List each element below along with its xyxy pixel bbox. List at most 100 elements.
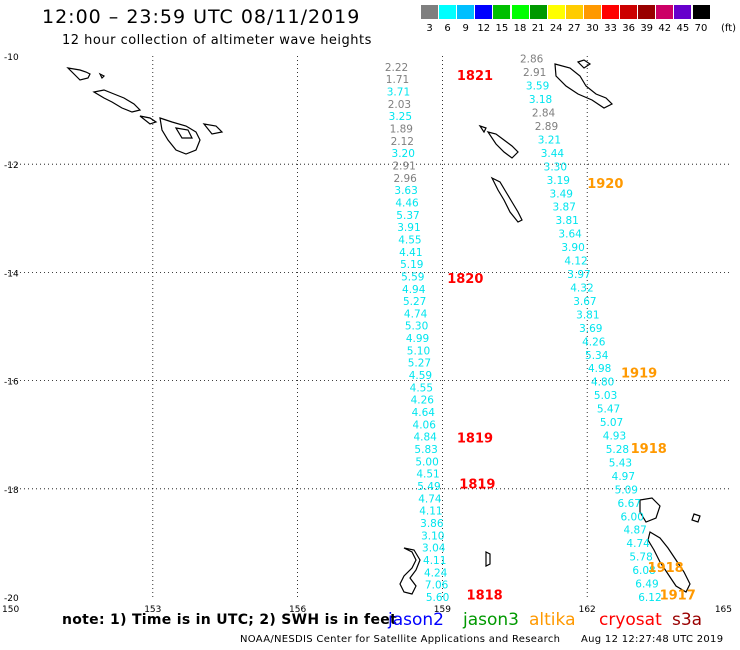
wave-height-label: 3.91 [397,222,420,234]
wave-height-label: 3.18 [529,94,552,106]
wave-height-label: 4.06 [413,419,437,431]
wave-height-label: 4.80 [591,377,614,389]
color-scale-swatch [620,5,638,19]
coast-islet [202,123,224,135]
wave-height-label: 4.74 [418,493,442,505]
color-scale-swatch [511,5,529,19]
wave-height-label: 5.03 [594,390,617,402]
pass-time-label: 1821 [457,69,493,84]
color-scale-label: 70 [694,23,708,34]
wave-height-label: 3.59 [526,81,549,93]
wave-height-label: 7.06 [425,580,449,592]
wave-height-label: 6.49 [635,579,658,591]
wave-height-label: 5.60 [426,592,449,604]
wave-height-label: 5.59 [401,271,424,283]
lon-tick-label: 165 [715,605,732,615]
lat-tick-label: -16 [4,378,19,388]
color-scale-unit: (ft) [721,23,737,34]
coast-vanuatu [647,531,691,593]
coast-malaita [554,63,614,109]
satellite-legend-item: jason2 [388,610,444,630]
color-scale-swatch [421,5,438,19]
pass-time-label: 1920 [587,177,623,192]
color-scale-label: 45 [676,23,690,34]
color-scale-label: 6 [444,23,451,34]
color-scale-swatch [674,5,692,19]
wave-height-label: 4.59 [409,370,432,382]
wave-height-label: 5.78 [629,552,652,564]
wave-height-label: 5.30 [405,321,428,333]
wave-height-label: 5.37 [396,210,419,222]
pass-time-label: 1819 [459,477,495,492]
wave-height-label: 3.21 [538,134,561,146]
wave-height-label: 5.47 [597,404,620,416]
coast-chesterfield [399,547,421,595]
wave-height-label: 6.00 [621,511,644,523]
wave-height-label: 4.51 [416,469,439,481]
color-scale-label: 3 [426,23,433,34]
wave-height-label: 3.69 [579,323,602,335]
satellite-legend-item: altika [529,610,576,630]
wave-height-label: 5.07 [600,417,623,429]
coast-guadalcanal-east [486,131,519,159]
color-scale-swatch [638,5,656,19]
wave-height-label: 4.46 [395,197,419,209]
wave-height-label: 3.30 [544,161,567,173]
wave-height-label: 4.41 [399,247,422,259]
footer-credit: NOAA/NESDIS Center for Satellite Applica… [240,634,561,645]
wave-height-label: 4.84 [413,432,437,444]
wave-height-label: 5.00 [415,456,438,468]
color-scale-label: 24 [549,23,563,34]
wave-height-label: 2.89 [535,121,558,133]
wave-height-label: 3.81 [555,215,578,227]
lat-tick-label: -12 [4,161,19,171]
wave-height-label: 3.86 [420,518,444,530]
wave-height-label: 2.22 [385,62,408,74]
wave-height-label: 3.81 [576,309,599,321]
coast-guadalcanal-west [159,117,201,155]
satellite-legend-item: s3a [672,610,703,630]
coast-islet [174,127,193,139]
coast-rennell [490,176,523,223]
color-scale-label: 21 [531,23,545,34]
coast-islet [478,124,487,134]
color-scale-label: 39 [640,23,654,34]
lat-lon-grid [8,56,732,597]
satellite-legend-item: cryosat [599,610,662,630]
footer-note: note: 1) Time is in UTC; 2) SWH is in fe… [62,612,398,628]
footer-timestamp: Aug 12 12:27:48 UTC 2019 [581,634,724,645]
lat-tick-label: -20 [4,594,19,604]
wave-height-label: 3.97 [567,269,590,281]
wave-height-label: 3.04 [422,543,446,555]
wave-height-label: 3.90 [561,242,584,254]
lon-tick-label: 156 [289,605,306,615]
wave-height-label: 4.87 [623,525,646,537]
color-scale-swatch [656,5,674,19]
color-scale-swatch [529,5,547,19]
pass-time-label: 1917 [660,588,696,603]
color-scale-label: 36 [622,23,635,34]
color-scale-label: 30 [586,23,599,34]
color-scale-swatch [565,5,583,19]
lon-tick-label: 150 [2,605,19,615]
wave-height-label: 2.03 [388,99,411,111]
wave-height-label: 4.26 [411,395,435,407]
time-labels: 1821 1820 1819 1819 1818 1920 1919 1918 1918 1917 [447,69,696,603]
coast-islet-south [639,497,661,523]
wave-height-label: 5.10 [407,345,430,357]
wave-height-label: 4.55 [398,234,421,246]
satellite-legend-item: jason3 [463,610,519,630]
wave-height-label: 5.27 [403,296,426,308]
coast-islet [98,72,106,80]
wave-height-label: 4.99 [406,333,429,345]
wave-height-label: 4.97 [612,471,635,483]
wave-height-label: 5.19 [400,259,423,271]
wave-height-label: 4.93 [603,431,626,443]
pass-time-label: 1918 [631,442,667,457]
wave-height-label: 1.89 [390,123,413,135]
wave-height-label: 2.86 [520,54,544,66]
coast-islet [139,115,158,125]
pass-time-label: 1919 [621,366,657,381]
